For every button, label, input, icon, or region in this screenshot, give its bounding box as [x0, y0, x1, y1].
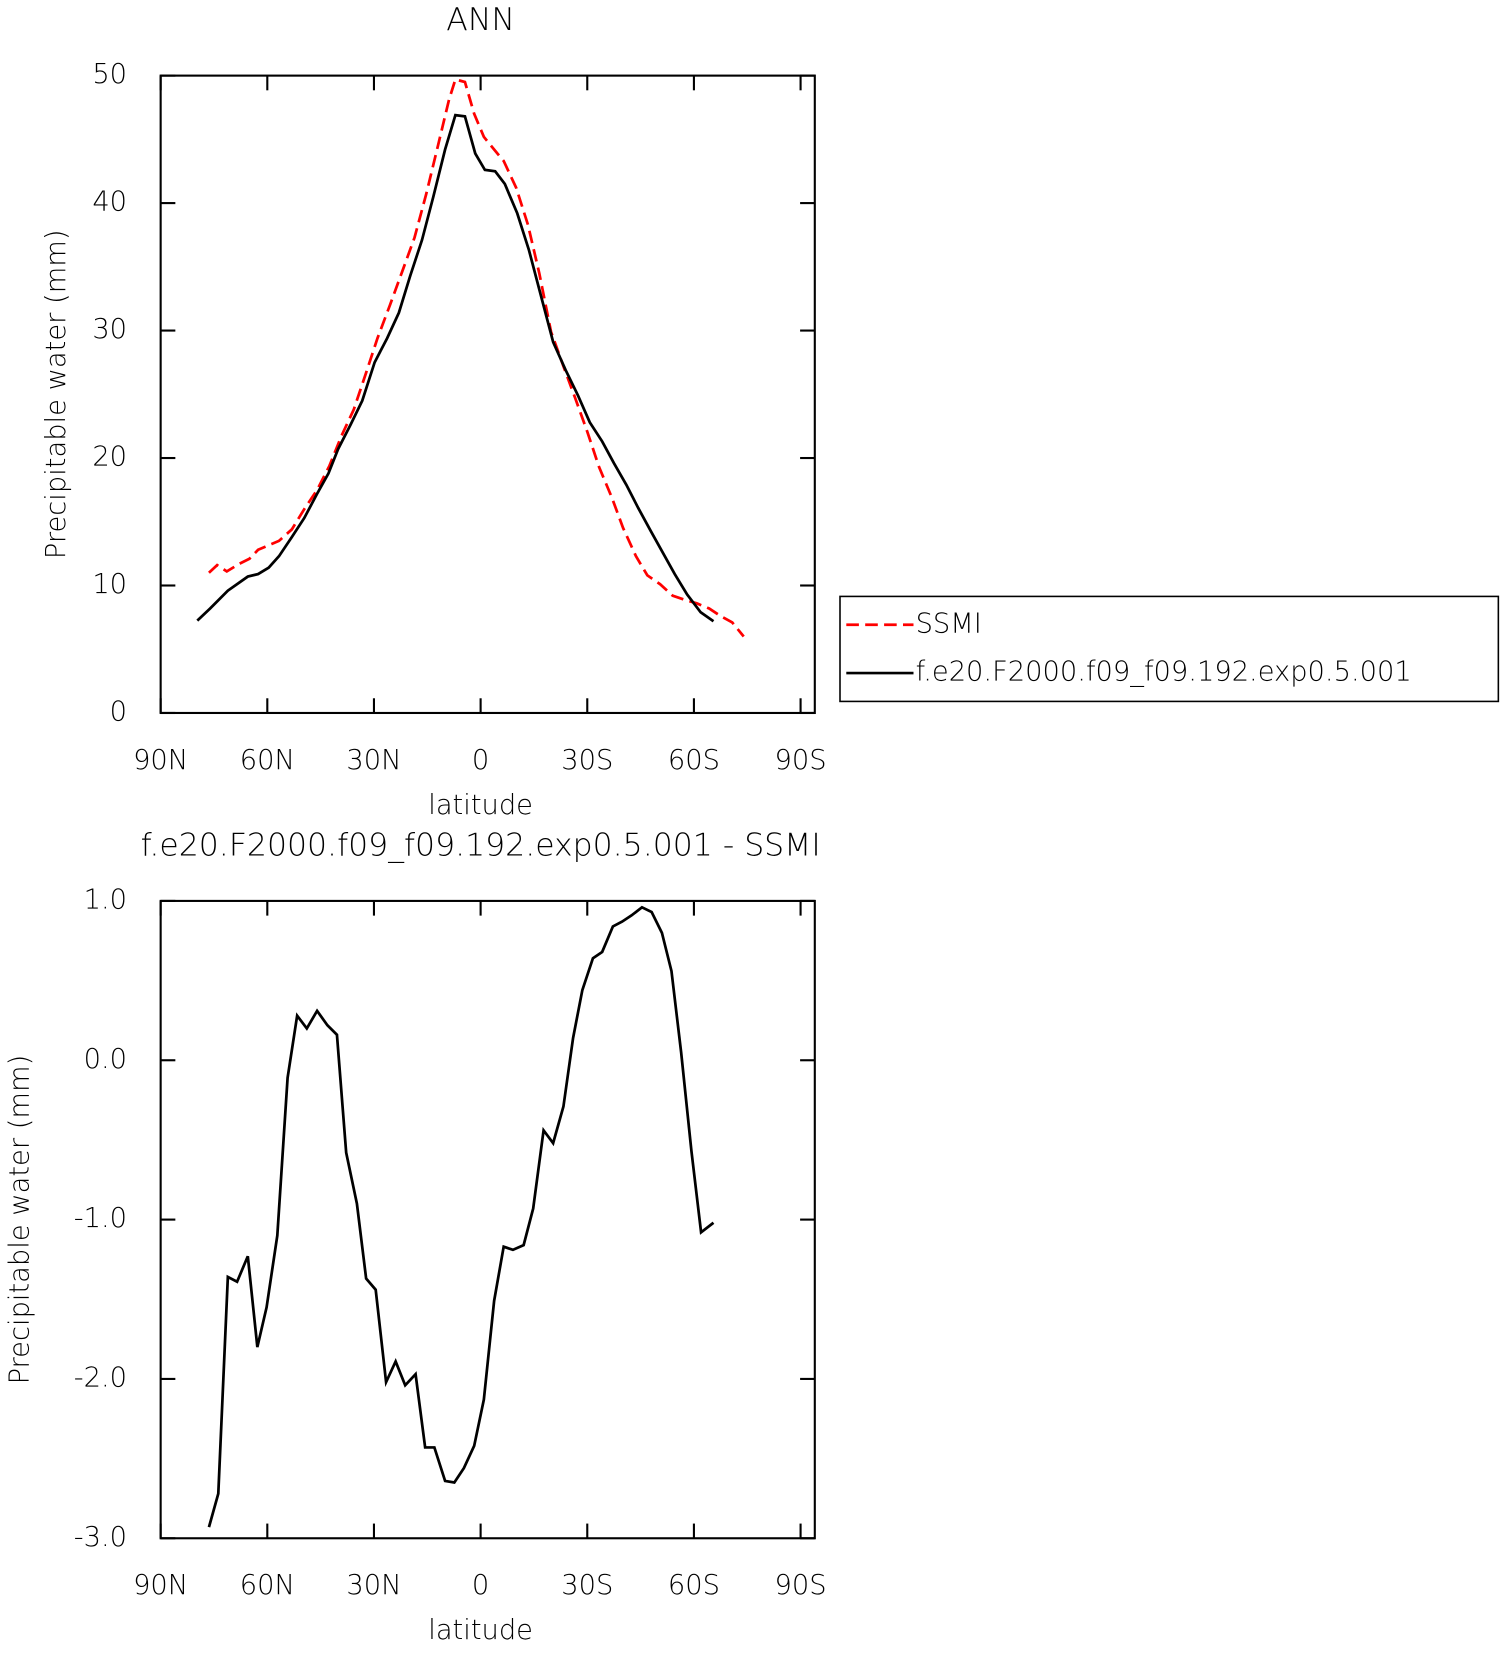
y-tick-label: -3.0 [74, 1522, 127, 1553]
plot-frame [159, 74, 816, 715]
legend-box [839, 595, 1500, 703]
y-tick-label: 40 [92, 187, 127, 218]
x-tick-label: 60S [668, 745, 720, 776]
x-tick-label: 30S [561, 745, 613, 776]
x-tick-label: 0 [472, 745, 489, 776]
y-tick-label: 1.0 [84, 884, 127, 915]
y-tick-label: 30 [92, 314, 127, 345]
y-tick-label: 10 [92, 569, 127, 600]
y-tick-label: 0.0 [84, 1044, 127, 1075]
x-axis-label: latitude [428, 1615, 533, 1646]
data-line [207, 905, 715, 1528]
x-tick-label: 90S [775, 745, 827, 776]
x-tick-label: 60N [240, 1570, 295, 1601]
y-tick-label: 0 [110, 696, 127, 727]
y-tick-label: -1.0 [74, 1203, 127, 1234]
x-axis-label: latitude [428, 790, 533, 821]
x-tick-label: 30N [346, 745, 401, 776]
legend-label: SSMI [916, 608, 982, 639]
chart-title: f.e20.F2000.f09_f09.192.exp0.5.001 - SSM… [141, 827, 821, 863]
y-axis-label: Precipitable water (mm) [5, 1055, 36, 1385]
x-tick-label: 60S [668, 1570, 720, 1601]
y-tick-label: -2.0 [74, 1362, 127, 1393]
x-tick-label: 90N [133, 1570, 188, 1601]
data-line [208, 77, 745, 638]
y-tick-label: 50 [92, 59, 127, 90]
x-tick-label: 90S [775, 1570, 827, 1601]
y-tick-label: 20 [92, 442, 127, 473]
x-tick-label: 30N [346, 1570, 401, 1601]
x-tick-label: 90N [133, 745, 188, 776]
x-tick-label: 0 [472, 1570, 489, 1601]
x-tick-label: 60N [240, 745, 295, 776]
chart-title: ANN [446, 2, 515, 38]
y-axis-label: Precipitable water (mm) [41, 229, 72, 559]
x-tick-label: 30S [561, 1570, 613, 1601]
plot-frame [159, 899, 816, 1540]
data-line [196, 113, 715, 623]
legend: SSMI f.e20.F2000.f09_f09.192.exp0.5.001 [839, 595, 1500, 703]
legend-label: f.e20.F2000.f09_f09.192.exp0.5.001 [916, 657, 1412, 688]
